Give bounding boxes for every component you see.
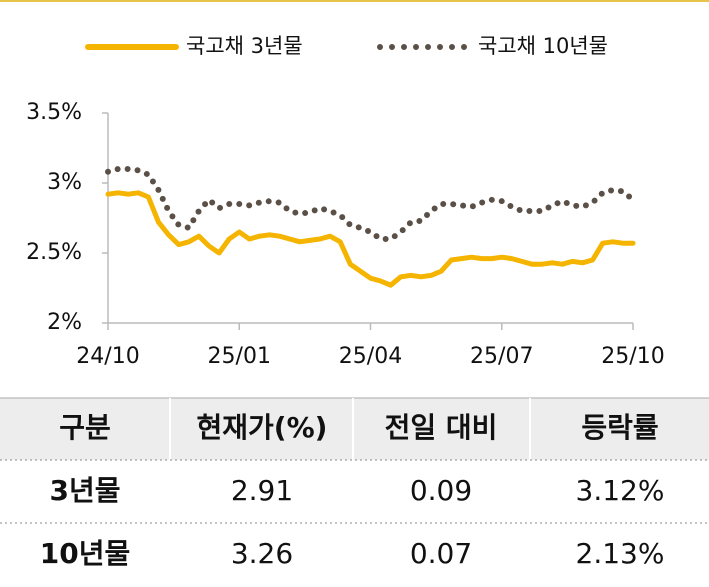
legend-label: 국고채 10년물 <box>478 34 608 58</box>
table-header-bg <box>0 398 709 460</box>
series-line <box>105 166 636 242</box>
table-cell: 2.13% <box>576 537 665 570</box>
x-tick-label: 25/04 <box>339 344 402 369</box>
table-cell: 0.07 <box>410 537 472 570</box>
table-header-cell: 전일 대비 <box>385 411 498 444</box>
legend-label: 국고채 3년물 <box>186 34 303 58</box>
x-tick-label: 25/07 <box>470 344 533 369</box>
y-tick-label: 3% <box>47 170 82 195</box>
table-header-cell: 등락률 <box>581 411 658 444</box>
table-cell: 0.09 <box>410 474 472 507</box>
x-tick-label: 24/10 <box>76 344 139 369</box>
y-tick-label: 2% <box>47 310 82 335</box>
table-header-cell: 구분 <box>59 411 111 444</box>
table-cell: 3.12% <box>576 474 665 507</box>
y-tick-label: 3.5% <box>26 100 82 125</box>
y-tick-label: 2.5% <box>26 240 82 265</box>
row-label: 3년물 <box>49 474 120 507</box>
series-line <box>105 190 636 288</box>
x-tick-label: 25/01 <box>208 344 271 369</box>
table-cell: 3.26 <box>231 537 293 570</box>
row-label: 10년물 <box>40 537 131 570</box>
table-header-cell: 현재가(%) <box>197 411 328 444</box>
x-tick-label: 25/10 <box>601 344 664 369</box>
table-cell: 2.91 <box>231 474 293 507</box>
